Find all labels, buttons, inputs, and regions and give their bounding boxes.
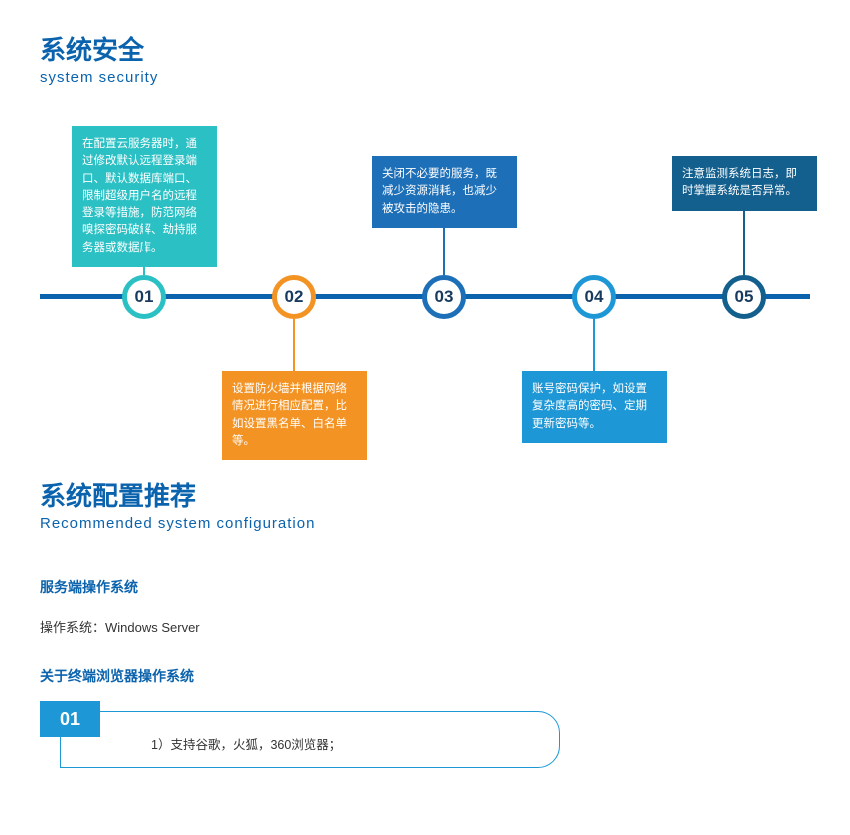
timeline-node-label: 02 — [285, 287, 304, 307]
timeline-node-label: 05 — [735, 287, 754, 307]
timeline-node-04: 04 — [572, 275, 616, 319]
section2-title-en: Recommended system configuration — [40, 515, 810, 532]
timeline-box-04: 账号密码保护，如设置复杂度高的密码、定期更新密码等。 — [522, 371, 667, 443]
subheading-server-os: 服务端操作系统 — [40, 577, 810, 597]
section2-title-cn: 系统配置推荐 — [40, 476, 810, 513]
section-title-cn: 系统安全 — [40, 30, 810, 67]
timeline-box-05: 注意监测系统日志，即时掌握系统是否异常。 — [672, 156, 817, 211]
timeline-node-03: 03 — [422, 275, 466, 319]
timeline: 在配置云服务器时，通过修改默认远程登录端口、默认数据库端口、限制超级用户名的远程… — [40, 126, 810, 446]
timeline-connector-05 — [743, 206, 745, 275]
section-title-en: system security — [40, 69, 810, 86]
timeline-node-01: 01 — [122, 275, 166, 319]
browser-support-box: 01 1）支持谷歌，火狐，360浏览器； — [40, 711, 560, 768]
timeline-connector-04 — [593, 319, 595, 372]
timeline-connector-03 — [443, 218, 445, 275]
browser-support-text: 1）支持谷歌，火狐，360浏览器； — [60, 711, 560, 768]
timeline-node-02: 02 — [272, 275, 316, 319]
timeline-node-label: 04 — [585, 287, 604, 307]
timeline-connector-01 — [143, 222, 145, 275]
subheading-browser: 关于终端浏览器操作系统 — [40, 666, 810, 686]
timeline-node-label: 01 — [135, 287, 154, 307]
timeline-box-03: 关闭不必要的服务，既减少资源消耗，也减少被攻击的隐患。 — [372, 156, 517, 228]
timeline-node-label: 03 — [435, 287, 454, 307]
timeline-connector-02 — [293, 319, 295, 372]
os-line: 操作系统：Windows Server — [40, 617, 810, 636]
timeline-box-02: 设置防火墙并根据网络情况进行相应配置，比如设置黑名单、白名单等。 — [222, 371, 367, 460]
timeline-node-05: 05 — [722, 275, 766, 319]
badge-number: 01 — [40, 701, 100, 737]
